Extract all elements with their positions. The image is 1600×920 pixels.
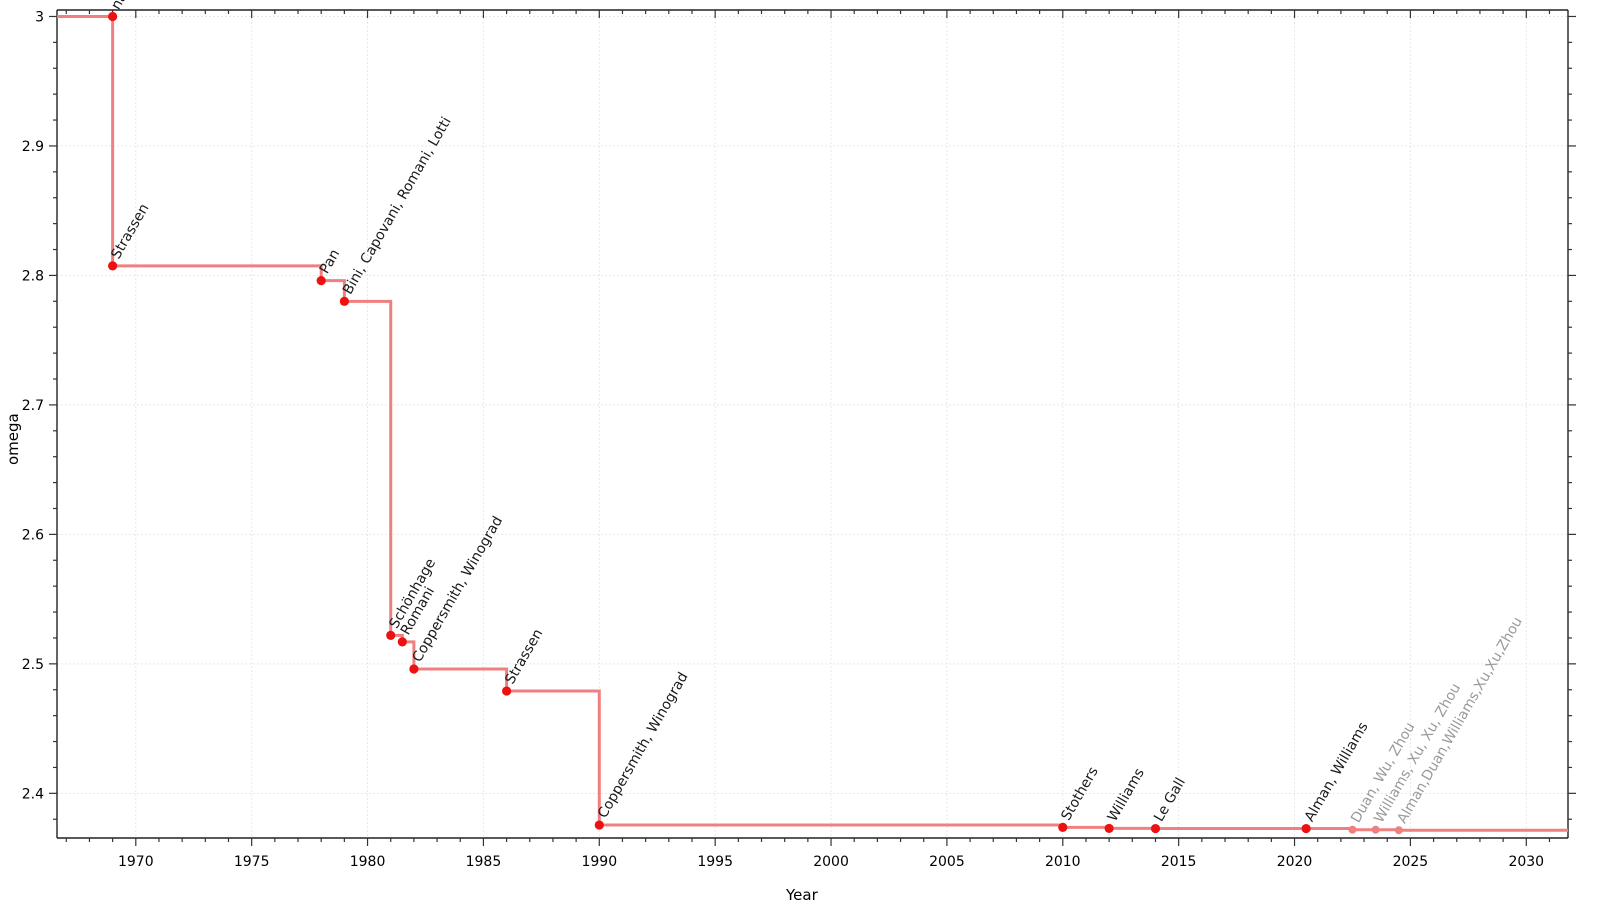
data-point-marker[interactable] (1150, 823, 1161, 834)
x-axis-title: Year (786, 886, 818, 904)
x-tick-label: 1970 (118, 854, 154, 870)
data-point-marker[interactable] (339, 296, 349, 306)
data-point-label: Strassen (502, 626, 546, 687)
x-tick-label: 2005 (929, 854, 965, 870)
y-tick-label: 2.8 (22, 268, 44, 284)
data-point-markers[interactable] (108, 11, 1403, 835)
y-tick-label: 3 (35, 9, 44, 25)
data-point-label: Stothers (1058, 764, 1101, 823)
data-point-marker[interactable] (386, 630, 396, 640)
data-point-marker[interactable] (594, 820, 604, 830)
axis-tick-labels: 1970 1975 1980 1985 1990 1995 2000 2005 2010 2015… (22, 9, 1544, 870)
step-line (57, 14, 1568, 832)
data-point-label: Alman,Duan,Williams,Xu,Xu,Zhou (1394, 614, 1526, 826)
y-tick-label: 2.7 (22, 398, 44, 414)
x-tick-label: 1985 (466, 854, 502, 870)
x-tick-label: 2025 (1393, 854, 1429, 870)
data-point-label: Strassen (108, 201, 152, 262)
y-tick-label: 2.4 (22, 786, 44, 802)
data-point-marker[interactable] (1394, 826, 1403, 835)
x-tick-label: 2030 (1508, 854, 1544, 870)
x-tick-label: 1980 (350, 854, 386, 870)
y-tick-label: 2.6 (22, 527, 44, 543)
data-point-marker[interactable] (409, 664, 419, 674)
y-axis-title: omega (4, 413, 22, 465)
data-point-marker[interactable] (108, 261, 118, 271)
axes (56, 9, 1569, 839)
data-point-labels: naiveStrassenPanBini, Capovani, Romani, … (108, 0, 1526, 826)
data-point-label: Bini, Capovani, Romani, Lotti (340, 114, 455, 297)
x-tick-label: 2000 (813, 854, 849, 870)
x-tick-label: 1990 (581, 854, 617, 870)
data-point-marker[interactable] (501, 686, 512, 696)
x-tick-label: 2020 (1277, 854, 1313, 870)
data-point-marker[interactable] (1058, 822, 1068, 832)
data-point-marker[interactable] (108, 11, 118, 22)
x-tick-label: 2010 (1045, 854, 1081, 870)
data-point-marker[interactable] (397, 637, 407, 647)
y-tick-label: 2.5 (22, 657, 44, 673)
data-point-label: Le Gall (1151, 775, 1189, 824)
gridlines (57, 10, 1568, 838)
x-tick-label: 2015 (1161, 854, 1197, 870)
x-tick-label: 1975 (234, 854, 270, 870)
data-point-label: Coppersmith, Winograd (595, 670, 692, 821)
data-point-label: Williams (1105, 766, 1148, 825)
data-point-marker[interactable] (1348, 825, 1357, 834)
data-point-marker[interactable] (316, 276, 326, 286)
y-tick-label: 2.9 (22, 139, 44, 155)
data-point-marker[interactable] (1301, 823, 1311, 834)
axis-ticks (49, 10, 1576, 846)
data-point-marker[interactable] (1371, 825, 1380, 834)
x-tick-label: 1995 (697, 854, 733, 870)
data-point-marker[interactable] (1104, 823, 1114, 834)
